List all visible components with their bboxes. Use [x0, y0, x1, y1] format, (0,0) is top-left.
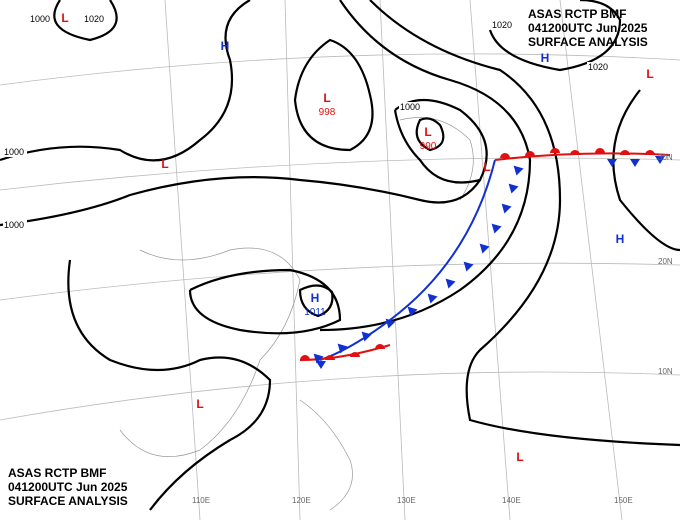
cold-front-triangle [337, 343, 348, 354]
grid-label: 110E [192, 496, 210, 505]
center-letter: L [516, 450, 523, 464]
header-line: SURFACE ANALYSIS [528, 35, 648, 49]
cold-front-triangle [361, 331, 372, 342]
cold-front-triangle [607, 159, 617, 167]
center-letter: L [61, 11, 68, 25]
cold-front-triangle [491, 223, 502, 234]
center-letter: L [161, 157, 168, 171]
label-bg [491, 20, 515, 30]
cold-front-triangle [630, 159, 640, 167]
grid-label: 20N [658, 257, 673, 266]
cold-front-triangle [508, 183, 519, 194]
warm-front-semicircle [550, 148, 560, 153]
warm-front-semicircle [620, 150, 630, 155]
center-pressure: 1011 [304, 307, 326, 318]
warm-front-semicircle [525, 151, 535, 156]
cold-front-triangle [445, 278, 456, 289]
isobar-label: 1020 [588, 62, 608, 72]
isobar-label: 1020 [492, 20, 512, 30]
label-bg [3, 220, 27, 230]
center-letter: L [483, 160, 490, 174]
isobar-label: 1000 [4, 147, 24, 157]
grid-label: 140E [502, 496, 521, 505]
isobar-label: 1020 [84, 14, 104, 24]
center-letter: H [221, 39, 230, 53]
label-bg [29, 14, 53, 24]
isobar-label: 1000 [400, 102, 420, 112]
cold-front-triangle [407, 306, 418, 317]
label-bg [3, 147, 27, 157]
cold-front-triangle [513, 165, 524, 176]
fronts [299, 148, 671, 369]
cold-front-triangle [479, 243, 490, 254]
grid-label: 150E [614, 496, 633, 505]
warm-front-semicircle [500, 153, 510, 158]
grid-label: 30N [658, 153, 673, 162]
header-line: ASAS RCTP BMF [528, 7, 626, 21]
header-line: 041200UTC Jun 2025 [8, 480, 128, 494]
center-pressure: 990 [420, 141, 437, 152]
warm-front-semicircle [375, 344, 385, 349]
cold-front-triangle [463, 261, 474, 272]
center-letter: L [646, 67, 653, 81]
center-letter: H [311, 291, 320, 305]
warm-front-semicircle [645, 150, 655, 155]
warm-front-semicircle [350, 352, 360, 357]
label-bg [399, 102, 423, 112]
grid-label: 10N [658, 367, 673, 376]
cold-front-triangle [385, 318, 396, 329]
label-bg [83, 14, 107, 24]
cold-front-triangle [655, 156, 665, 164]
center-letter: L [424, 125, 431, 139]
cold-front-triangle [427, 293, 438, 304]
isobar-label: 1000 [30, 14, 50, 24]
warm-front-semicircle [300, 355, 310, 360]
header-line: SURFACE ANALYSIS [8, 494, 128, 508]
header-line: 041200UTC Jun 2025 [528, 21, 648, 35]
warm-front-semicircle [325, 355, 335, 360]
warm-front-semicircle [570, 150, 580, 155]
front-symbols [300, 148, 665, 369]
cold-front-triangle [316, 361, 326, 369]
isobar-label: 1000 [4, 220, 24, 230]
grid-label: 130E [397, 496, 416, 505]
center-pressure: 998 [319, 107, 336, 118]
cold-front-triangle [501, 203, 512, 214]
center-letter: L [196, 397, 203, 411]
center-letter: H [616, 232, 625, 246]
grid-label: 120E [292, 496, 311, 505]
center-letter: L [323, 91, 330, 105]
label-bg [587, 62, 611, 72]
header-line: ASAS RCTP BMF [8, 466, 106, 480]
center-letter: H [541, 51, 550, 65]
warm-front-semicircle [595, 148, 605, 153]
